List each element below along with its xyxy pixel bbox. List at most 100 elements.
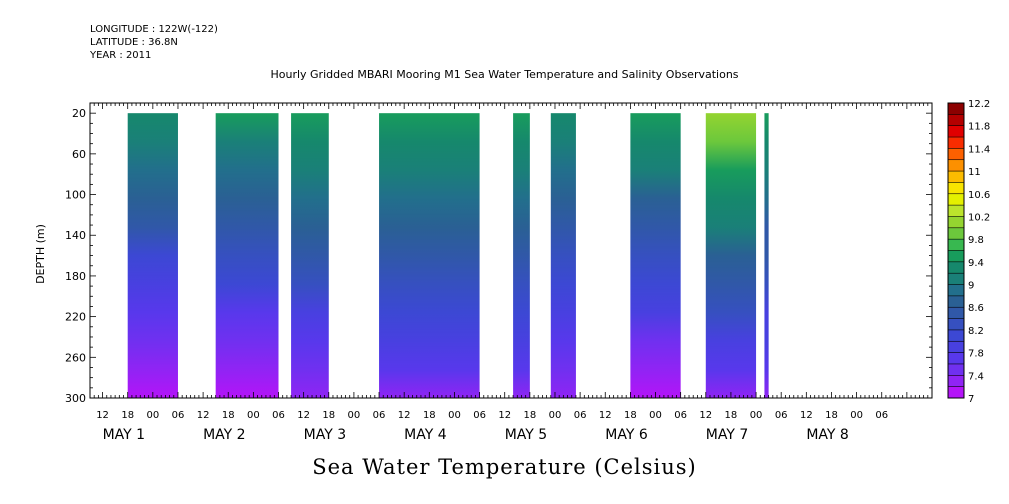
- colorbar-segment: [948, 182, 964, 195]
- latitude-label: LATITUDE : 36.8N: [90, 37, 178, 48]
- colorbar-segment: [948, 375, 964, 388]
- x-tick-label: 18: [825, 410, 838, 421]
- colorbar-label: 8.2: [968, 326, 984, 337]
- chart-title: Hourly Gridded MBARI Mooring M1 Sea Wate…: [270, 68, 739, 81]
- y-tick-label: 20: [72, 107, 86, 120]
- day-label: MAY 4: [404, 427, 447, 443]
- colorbar-segment: [948, 205, 964, 217]
- data-block: [513, 113, 530, 398]
- colorbar-segment: [948, 341, 964, 354]
- x-tick-label: 06: [172, 410, 185, 421]
- colorbar-segment: [948, 307, 964, 320]
- colorbar-label: 11: [968, 167, 981, 178]
- day-label: MAY 7: [706, 427, 748, 443]
- x-tick-label: 18: [222, 410, 235, 421]
- x-tick-label: 18: [624, 410, 637, 421]
- x-tick-label: 18: [322, 410, 335, 421]
- x-tick-label: 00: [850, 410, 863, 421]
- colorbar-label: 9.8: [968, 235, 984, 246]
- data-block: [127, 113, 178, 398]
- x-tick-label: 18: [423, 410, 436, 421]
- colorbar-segment: [948, 239, 964, 251]
- colorbar-label: 7: [968, 394, 974, 405]
- colorbar-segment: [948, 352, 964, 365]
- day-label: MAY 8: [806, 427, 848, 443]
- x-tick-label: 00: [448, 410, 461, 421]
- colorbar-label: 7.8: [968, 349, 984, 360]
- year-label: YEAR : 2011: [90, 50, 152, 61]
- day-label: MAY 2: [203, 427, 245, 443]
- y-tick-label: 100: [65, 189, 86, 202]
- x-tick-label: 12: [498, 410, 511, 421]
- data-block: [379, 113, 480, 398]
- x-tick-label: 12: [800, 410, 813, 421]
- colorbar-segment: [948, 125, 964, 138]
- colorbar-segment: [948, 273, 964, 286]
- colorbar-segment: [948, 103, 964, 115]
- day-label: MAY 5: [505, 427, 547, 443]
- colorbar-segment: [948, 284, 964, 297]
- x-tick-label: 12: [398, 410, 411, 421]
- colorbar-segment: [948, 148, 964, 161]
- colorbar-segment: [948, 171, 964, 183]
- x-tick-label: 06: [674, 410, 687, 421]
- x-tick-label: 18: [523, 410, 536, 421]
- x-tick-label: 06: [875, 410, 888, 421]
- colorbar: 12.2 11.8 11.4 11 10.6 10.2 9.8 9.4 9 8.6 8.2 7.8 7.…: [947, 99, 990, 405]
- x-tick-label: 06: [373, 410, 386, 421]
- y-tick-label: 260: [65, 351, 86, 364]
- colorbar-label: 11.4: [968, 144, 990, 155]
- x-tick-label: 06: [473, 410, 486, 421]
- data-block: [550, 113, 576, 398]
- colorbar-label: 7.4: [968, 371, 984, 382]
- colorbar-label: 9.4: [968, 258, 984, 269]
- x-tick-label: 12: [96, 410, 109, 421]
- x-tick-label: 12: [297, 410, 310, 421]
- colorbar-label: 11.8: [968, 122, 990, 133]
- colorbar-segment: [948, 386, 964, 399]
- x-tick-label: 00: [247, 410, 260, 421]
- colorbar-segment: [948, 261, 964, 274]
- colorbar-label: 10.6: [968, 190, 990, 201]
- x-tick-label: 06: [574, 410, 587, 421]
- day-label: MAY 3: [304, 427, 346, 443]
- x-tick-label: 00: [649, 410, 662, 421]
- plot-frame: [89, 102, 933, 399]
- longitude-label: LONGITUDE : 122W(-122): [90, 24, 218, 35]
- colorbar-segment: [948, 137, 964, 149]
- x-tick-label: 06: [775, 410, 788, 421]
- x-tick-label: 00: [348, 410, 361, 421]
- x-tick-label: 00: [750, 410, 763, 421]
- x-tick-label: 00: [146, 410, 159, 421]
- colorbar-segment: [948, 329, 964, 342]
- x-tick-label: 06: [272, 410, 285, 421]
- colorbar-segment: [948, 318, 964, 331]
- y-axis-label: DEPTH (m): [34, 224, 47, 284]
- plot-area: [127, 113, 769, 398]
- data-block: [215, 113, 279, 398]
- colorbar-segment: [948, 363, 964, 376]
- data-block: [764, 113, 769, 398]
- y-tick-label: 60: [72, 148, 86, 161]
- day-label: MAY 6: [605, 427, 648, 443]
- colorbar-segment: [948, 159, 964, 172]
- colorbar-segment: [948, 295, 964, 308]
- colorbar-label: 10.2: [968, 212, 990, 223]
- x-tick-label: 18: [725, 410, 738, 421]
- x-tick-label: 12: [699, 410, 712, 421]
- colorbar-segment: [948, 114, 964, 127]
- colorbar-label: 8.6: [968, 303, 984, 314]
- y-tick-label: 300: [65, 392, 86, 405]
- x-tick-label: 12: [599, 410, 612, 421]
- day-label: MAY 1: [103, 427, 145, 443]
- colorbar-label: 9: [968, 281, 974, 292]
- data-block: [291, 113, 329, 398]
- colorbar-segment: [948, 193, 964, 206]
- x-tick-label: 18: [121, 410, 134, 421]
- axes: 12 18 00 06 12 18 00 06 12 18 00 06 12 18 00 06 12 18 00 06…: [65, 102, 933, 443]
- colorbar-segment: [948, 216, 964, 229]
- x-tick-label: 00: [549, 410, 562, 421]
- colorbar-label: 12.2: [968, 99, 990, 110]
- footer-title: Sea Water Temperature (Celsius): [312, 455, 697, 479]
- y-tick-label: 140: [65, 229, 86, 242]
